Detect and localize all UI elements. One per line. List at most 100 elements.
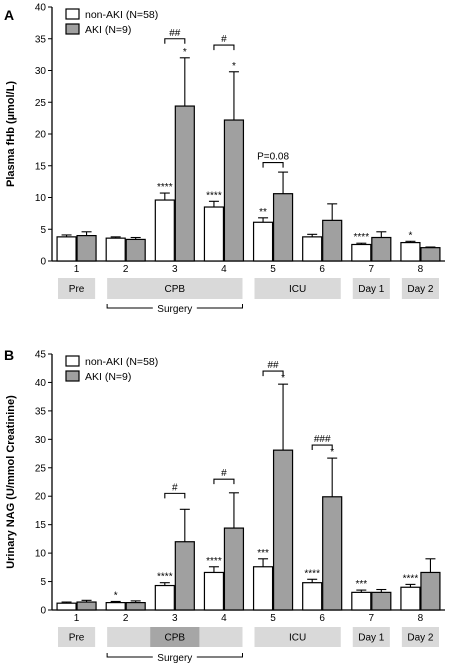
significance-marker: * bbox=[281, 373, 285, 384]
bar bbox=[371, 236, 392, 262]
bar bbox=[125, 602, 146, 611]
phase-highlight bbox=[150, 627, 200, 647]
panel-letter: A bbox=[4, 7, 14, 23]
significance-marker: **** bbox=[206, 190, 222, 201]
bar bbox=[154, 199, 175, 262]
bar bbox=[351, 243, 372, 262]
y-tick-label: 30 bbox=[35, 66, 47, 77]
y-tick-label: 20 bbox=[35, 492, 47, 503]
x-tick-label: 8 bbox=[418, 264, 424, 275]
y-tick-label: 0 bbox=[40, 606, 46, 617]
bar bbox=[252, 566, 274, 611]
x-tick-label: 5 bbox=[270, 613, 276, 624]
y-tick-label: 35 bbox=[35, 34, 47, 45]
phase-label: CPB bbox=[165, 633, 186, 644]
bar bbox=[105, 602, 126, 611]
y-tick-label: 5 bbox=[40, 577, 46, 588]
comparison-bracket bbox=[213, 44, 235, 51]
x-tick-label: 8 bbox=[418, 613, 424, 624]
significance-marker: * bbox=[330, 447, 334, 458]
bar bbox=[351, 591, 372, 611]
bar bbox=[400, 241, 421, 262]
legend-label: AKI (N=9) bbox=[85, 371, 131, 383]
legend-swatch bbox=[65, 355, 80, 367]
bar bbox=[154, 584, 175, 611]
y-tick-label: 35 bbox=[35, 406, 47, 417]
phase-box bbox=[107, 278, 243, 299]
y-tick-label: 30 bbox=[35, 435, 47, 446]
significance-marker: * bbox=[183, 47, 187, 58]
y-axis-label: Urinary NAG (U/mmol Creatinine) bbox=[5, 395, 17, 569]
x-tick-label: 2 bbox=[123, 613, 129, 624]
bar bbox=[56, 236, 77, 262]
phase-box bbox=[352, 627, 390, 647]
phase-label: Pre bbox=[69, 284, 85, 295]
bracket-label: # bbox=[221, 468, 227, 479]
comparison-bracket bbox=[164, 492, 186, 499]
y-tick-label: 10 bbox=[35, 193, 47, 204]
surgery-label-bg bbox=[152, 302, 197, 315]
legend-label: non-AKI (N=58) bbox=[85, 9, 158, 21]
phase-box bbox=[401, 627, 439, 647]
bracket-label: P=0.08 bbox=[257, 152, 289, 163]
x-tick-label: 1 bbox=[74, 264, 80, 275]
y-tick-label: 25 bbox=[35, 463, 47, 474]
bar bbox=[272, 193, 294, 262]
y-axis-label: Plasma fHb (µmol/L) bbox=[5, 81, 17, 187]
x-tick-label: 3 bbox=[172, 613, 178, 624]
comparison-bracket bbox=[311, 444, 333, 451]
phase-label: Day 2 bbox=[407, 284, 434, 295]
bracket-label: ## bbox=[268, 360, 280, 371]
bar bbox=[125, 238, 146, 262]
bar bbox=[56, 602, 77, 611]
significance-marker: * bbox=[114, 590, 118, 601]
y-tick-label: 10 bbox=[35, 549, 47, 560]
bar bbox=[76, 235, 97, 262]
y-tick-label: 25 bbox=[35, 98, 47, 109]
y-tick-label: 40 bbox=[35, 378, 47, 389]
bar bbox=[420, 571, 441, 611]
phase-box bbox=[254, 627, 341, 647]
comparison-bracket bbox=[262, 370, 284, 377]
phase-box bbox=[254, 278, 341, 299]
x-tick-label: 1 bbox=[74, 613, 80, 624]
bracket-label: ### bbox=[314, 434, 331, 445]
comparison-bracket bbox=[262, 162, 284, 168]
legend-swatch bbox=[65, 370, 80, 382]
y-tick-label: 15 bbox=[35, 520, 47, 531]
bracket-label: # bbox=[221, 34, 227, 45]
bar bbox=[76, 601, 97, 611]
phase-label: ICU bbox=[289, 633, 306, 644]
bar bbox=[322, 496, 343, 611]
bar bbox=[203, 206, 225, 262]
significance-marker: *** bbox=[257, 548, 269, 559]
significance-marker: * bbox=[408, 230, 412, 241]
significance-marker: **** bbox=[304, 568, 320, 579]
x-tick-label: 4 bbox=[221, 613, 227, 624]
bar bbox=[223, 527, 245, 611]
bar bbox=[371, 591, 392, 611]
phase-label: CPB bbox=[165, 284, 186, 295]
legend-label: AKI (N=9) bbox=[85, 24, 131, 36]
significance-marker: *** bbox=[355, 579, 367, 590]
legend-swatch bbox=[65, 8, 80, 20]
x-tick-label: 3 bbox=[172, 264, 178, 275]
phase-box bbox=[58, 627, 96, 647]
x-tick-label: 6 bbox=[319, 264, 325, 275]
bar bbox=[174, 541, 195, 611]
phase-box bbox=[352, 278, 390, 299]
bracket-label: ## bbox=[169, 28, 181, 39]
bar bbox=[223, 119, 245, 262]
bar bbox=[272, 449, 294, 611]
bar bbox=[302, 582, 323, 611]
phase-label: Day 1 bbox=[358, 633, 385, 644]
bar bbox=[420, 247, 441, 262]
surgery-label: Surgery bbox=[157, 653, 192, 664]
significance-marker: **** bbox=[157, 572, 173, 583]
significance-marker: **** bbox=[157, 182, 173, 193]
x-tick-label: 4 bbox=[221, 264, 227, 275]
phase-label: ICU bbox=[289, 284, 306, 295]
